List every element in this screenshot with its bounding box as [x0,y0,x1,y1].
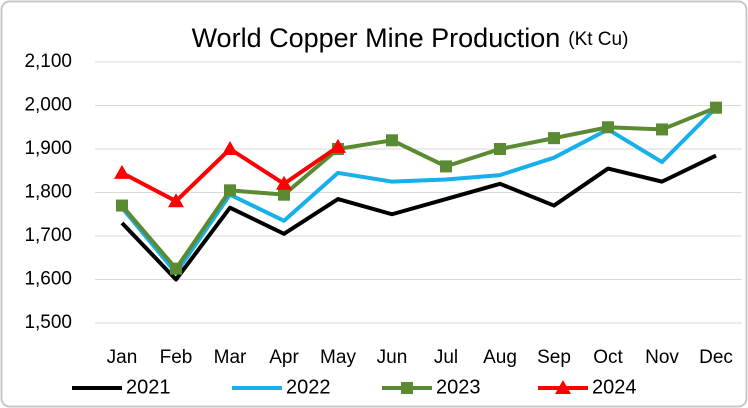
series-line [120,153,717,282]
x-tick-label: Sep [537,347,571,368]
point [170,262,182,275]
point [278,188,290,201]
y-tick-label: 2,000 [24,95,72,116]
x-tick-label: Mar [214,347,247,368]
x-tick-label: Jun [377,347,408,368]
point [548,132,560,145]
point [330,138,346,153]
x-tick-label: Jan [107,347,138,368]
x-tick-label: Dec [699,347,733,368]
point [656,123,668,136]
legend-label: 2022 [286,376,331,398]
chart-title: World Copper Mine Production (Kt Cu) [192,23,629,53]
legend-label: 2023 [436,376,481,398]
y-tick-label: 1,700 [24,225,72,246]
x-tick-label: May [320,347,356,368]
x-tick-label: Feb [160,347,193,368]
y-tick-label: 2,100 [24,51,72,72]
y-tick-label: 1,900 [24,138,72,159]
x-tick-label: Oct [593,347,623,368]
point [222,141,238,155]
point [114,164,130,179]
x-tick-label: Aug [483,347,517,368]
x-tick-label: Jul [434,347,458,368]
series-line [120,106,718,275]
point [386,134,398,147]
legend-label: 2021 [126,376,171,398]
legend-marker [555,380,571,394]
point [168,193,184,208]
point [224,184,236,197]
point [276,175,292,190]
point [494,143,506,155]
title-text: World Copper Mine Production [192,23,561,53]
x-tick-label: Nov [645,347,679,368]
point [440,160,452,173]
point [710,101,722,114]
y-tick-label: 1,800 [24,182,72,203]
series-line [120,105,717,271]
legend-label: 2024 [592,376,637,398]
unit-text: (Kt Cu) [568,29,628,50]
point [602,121,614,134]
legend-marker [401,382,413,394]
y-tick-label: 1,500 [24,312,72,333]
y-tick-label: 1,600 [24,269,72,290]
x-tick-label: Apr [269,347,299,368]
point [116,199,128,212]
